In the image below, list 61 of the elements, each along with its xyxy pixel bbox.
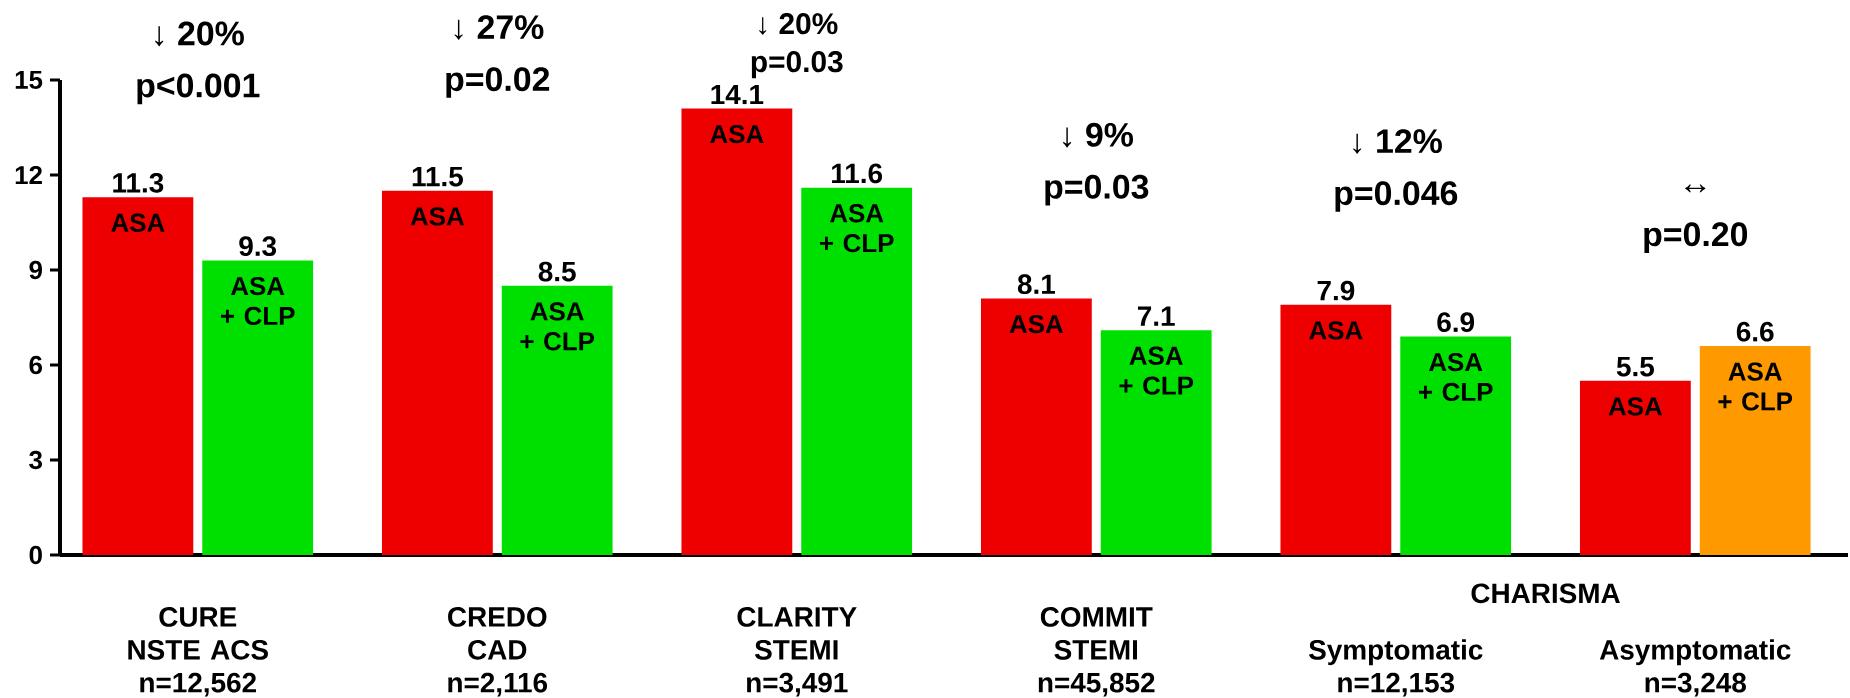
text: ASA + CLP: [1718, 362, 1793, 411]
annotation: ↔: [1685, 184, 1706, 193]
x-tick-label: COMMIT STEMI n=45,852: [1038, 607, 1155, 697]
bar: [681, 108, 793, 555]
bar: [501, 285, 613, 555]
bar: [801, 187, 913, 555]
bar: [82, 197, 194, 555]
x-tick-label: Symptomatic n=12,153: [1309, 639, 1483, 697]
text: ↓ 27%: [454, 15, 544, 40]
data-label: 8.5: [538, 261, 576, 282]
bar: [1699, 346, 1811, 555]
series-label: ASA: [410, 207, 465, 226]
y-tick-label: 6: [29, 355, 43, 375]
annotation: p=0.02: [446, 67, 550, 98]
data-label: 6.6: [1736, 321, 1774, 342]
bar: [381, 190, 493, 555]
text: ASA: [1009, 314, 1064, 334]
data-label: 14.1: [711, 84, 764, 105]
data-label: 11.3: [113, 172, 164, 193]
bar: [980, 298, 1092, 555]
data-label: 5.5: [1616, 356, 1654, 377]
text: ASA + CLP: [1418, 352, 1493, 402]
y-tick-label: 3: [29, 450, 43, 470]
annotation: p=0.20: [1644, 222, 1748, 254]
x-tick-label: Asymptomatic n=3,248: [1599, 639, 1791, 697]
text: ↓ 20%: [759, 13, 838, 35]
bar: [202, 260, 314, 555]
data-label: 9.3: [239, 236, 277, 257]
bar: [1579, 380, 1691, 555]
bar: [1100, 330, 1212, 555]
bar: [1280, 304, 1392, 555]
text: ASA: [1608, 397, 1663, 416]
text: ASA + CLP: [1119, 346, 1194, 395]
text: ASA + CLP: [819, 204, 894, 253]
text: ASA: [710, 124, 764, 144]
x-tick-label: CURE NSTE ACS n=12,562: [128, 607, 268, 697]
text: p=0.03: [751, 51, 843, 79]
series-label: ASA + CLP: [220, 276, 295, 326]
annotation: p<0.001: [137, 73, 260, 105]
data-label: 6.9: [1437, 312, 1475, 333]
bar: [1400, 336, 1512, 555]
annotation: ↓ 12%: [1353, 129, 1442, 154]
data-label: 7.1: [1137, 306, 1175, 326]
y-tick-label: 12: [15, 165, 42, 185]
text: ASA: [1309, 321, 1363, 340]
annotation: p=0.046: [1335, 181, 1458, 212]
text: ASA: [111, 213, 165, 232]
text: ↓ 20%: [155, 21, 244, 47]
y-tick-label: 15: [15, 70, 43, 90]
annotation: p=0.03: [1045, 174, 1149, 206]
x-tick-label: CREDO CAD n=2,116: [448, 607, 548, 697]
data-label: 8.1: [1017, 274, 1055, 295]
y-tick-label: 0: [29, 545, 42, 565]
data-label: 11.5: [412, 166, 463, 187]
text: ASA + CLP: [520, 302, 595, 351]
x-tick-label: CLARITY STEMI n=3,491: [737, 607, 857, 697]
annotation: ↓ 9%: [1063, 122, 1133, 148]
data-label: 11.6: [832, 163, 883, 184]
y-tick-label: 9: [29, 260, 42, 280]
data-label: 7.9: [1317, 280, 1355, 301]
text: CHARISMA: [1471, 583, 1620, 604]
